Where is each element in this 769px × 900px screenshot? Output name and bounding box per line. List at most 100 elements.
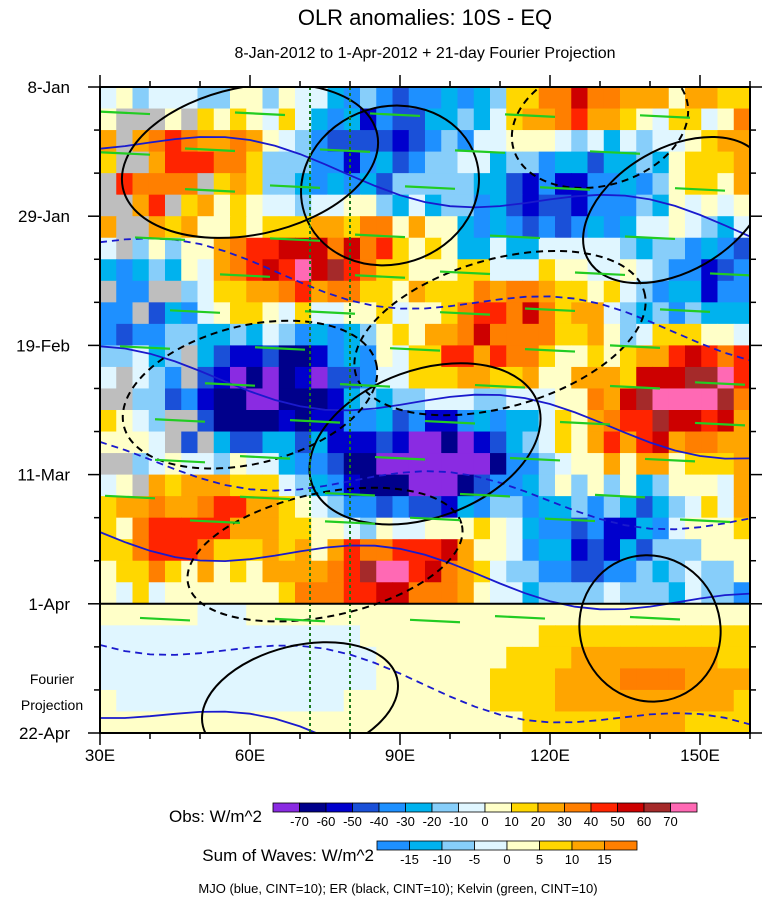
kelvin-contour: [674, 187, 726, 192]
heat-cell: [603, 582, 621, 605]
heat-cell: [246, 194, 264, 217]
heat-cell: [701, 474, 719, 497]
heat-cell: [165, 646, 182, 669]
colorbar-tick-label: 70: [663, 814, 677, 829]
heat-cell: [685, 603, 702, 626]
heat-cell: [652, 582, 670, 605]
heat-cell: [230, 366, 247, 390]
kelvin-contour: [589, 150, 641, 155]
heat-cell: [278, 280, 296, 303]
heat-cell: [408, 280, 426, 303]
heat-cell: [408, 496, 426, 519]
kelvin-contour: [269, 184, 321, 189]
kelvin-contour: [369, 112, 421, 118]
colorbar-swatch: [571, 840, 605, 851]
er-contour: [120, 87, 380, 239]
heat-cell: [311, 517, 329, 540]
heat-cell: [587, 323, 605, 346]
heat-cell: [652, 345, 670, 368]
heat-cell: [636, 323, 654, 346]
heat-cell: [717, 87, 735, 110]
heat-cell: [327, 280, 345, 303]
projection-label-line1: Fourier: [30, 671, 75, 687]
heat-cell: [278, 130, 296, 153]
heat-cell: [408, 259, 426, 282]
colorbar-tick-label: 10: [565, 852, 579, 867]
heat-cell: [506, 345, 524, 368]
heat-cell: [620, 689, 637, 713]
heat-cell: [603, 302, 621, 325]
heat-cell: [327, 496, 345, 519]
heat-cell: [262, 560, 280, 583]
heat-cell: [132, 496, 150, 519]
heat-cell: [262, 366, 280, 390]
heat-cell: [620, 474, 637, 497]
heat-cell: [230, 194, 247, 217]
heat-cell: [473, 711, 491, 733]
heat-cell: [376, 237, 394, 260]
heat-cell: [555, 603, 572, 626]
heat-cell: [668, 539, 686, 562]
colorbar-swatch: [506, 840, 540, 851]
heat-cell: [685, 646, 702, 669]
heat-cell: [392, 517, 410, 540]
heat-cell: [457, 259, 475, 282]
heat-cell: [100, 108, 117, 131]
heat-cell: [555, 237, 572, 260]
kelvin-contour: [104, 494, 156, 500]
heat-cell: [181, 216, 199, 239]
heat-cell: [246, 603, 264, 626]
heat-cell: [490, 625, 507, 648]
heat-cell: [408, 345, 426, 368]
heat-cell: [490, 216, 507, 239]
heat-cell: [360, 130, 377, 153]
heat-cell: [652, 87, 670, 110]
colorbar-swatch: [376, 840, 410, 851]
heat-cell: [181, 560, 199, 583]
heat-cell: [278, 366, 296, 390]
heat-cell: [652, 173, 670, 196]
kelvin-contour: [254, 346, 306, 351]
heat-cell: [668, 410, 686, 433]
heat-cell: [392, 302, 410, 325]
heat-cell: [522, 108, 540, 131]
heat-cell: [165, 517, 182, 540]
heat-cell: [116, 625, 134, 648]
heat-cell: [116, 517, 134, 540]
heat-cell: [262, 345, 280, 368]
heat-cell: [717, 345, 735, 368]
heat-cell: [555, 646, 572, 669]
colorbar-tick-label: 50: [610, 814, 624, 829]
heat-cell: [620, 216, 637, 239]
heat-cell: [490, 280, 507, 303]
y-axis: 8-Jan 29-Jan 19-Feb 11-Mar 1-Apr 22-Apr: [16, 78, 762, 743]
heat-cell: [327, 668, 345, 691]
heat-cell: [262, 280, 280, 303]
heat-cell: [213, 603, 231, 626]
heat-cell: [165, 582, 182, 605]
heat-cell: [197, 151, 215, 174]
heat-cell: [262, 431, 280, 454]
heat-cell: [587, 582, 605, 605]
colorbar-tick-label: 15: [597, 852, 611, 867]
heat-cell: [701, 280, 719, 303]
heat-cell: [213, 108, 231, 131]
heat-cell: [392, 560, 410, 583]
heat-cell: [311, 539, 329, 562]
heat-cell: [295, 366, 312, 390]
heat-cell: [522, 323, 540, 346]
kelvin-contour: [389, 347, 441, 352]
heat-cell: [668, 388, 686, 411]
heat-cell: [685, 431, 702, 454]
heat-cell: [587, 237, 605, 260]
heat-cell: [262, 173, 280, 196]
heat-cell: [668, 108, 686, 131]
heat-cell: [685, 280, 702, 303]
heat-cell: [181, 345, 199, 368]
heat-cell: [538, 560, 556, 583]
kelvin-contour: [694, 421, 746, 427]
colorbar-tick-label: -70: [290, 814, 309, 829]
heat-cell: [636, 453, 654, 476]
heat-cell: [733, 689, 750, 713]
heat-cell: [490, 237, 507, 260]
